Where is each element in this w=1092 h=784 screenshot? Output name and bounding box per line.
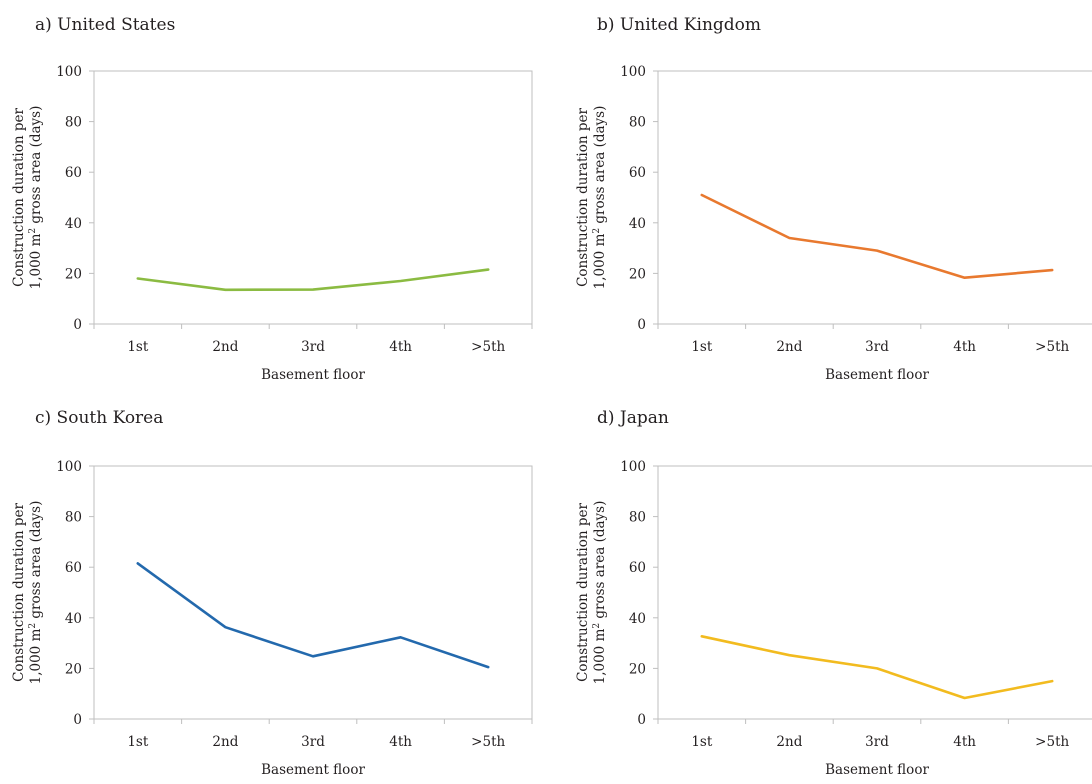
x-tick-label: >5th	[1035, 734, 1069, 750]
y-tick-label: 40	[65, 216, 82, 232]
y-tick-label: 40	[629, 216, 646, 232]
y-axis-label-line2: 1,000 m2 gross area (days)	[592, 501, 608, 685]
y-axis-label-line1: Construction duration per	[575, 108, 591, 287]
plot-area	[658, 71, 1092, 324]
y-axis-label-text: 1,000 m	[592, 233, 608, 289]
y-axis-label-text: 1,000 m	[592, 628, 608, 684]
y-tick-label: 100	[56, 64, 82, 80]
y-axis-label-line2: 1,000 m2 gross area (days)	[28, 106, 44, 290]
x-tick-label: 1st	[127, 339, 149, 355]
y-tick-label: 60	[65, 165, 82, 181]
y-tick-label: 80	[65, 115, 82, 131]
x-tick-label: 2nd	[776, 339, 802, 355]
y-tick-label: 0	[73, 712, 82, 728]
y-tick-label: 80	[629, 115, 646, 131]
x-tick-label: 1st	[127, 734, 149, 750]
y-tick-label: 100	[56, 459, 82, 475]
x-tick-label: 3rd	[301, 734, 325, 750]
x-tick-label: 3rd	[865, 734, 889, 750]
y-tick-label: 0	[73, 317, 82, 333]
series-line	[702, 195, 1052, 278]
y-axis-label-text: gross area (days)	[592, 501, 608, 623]
y-tick-label: 40	[65, 611, 82, 627]
x-tick-label: 4th	[953, 734, 976, 750]
plot-area	[94, 71, 532, 324]
y-tick-label: 20	[629, 661, 646, 677]
y-tick-label: 40	[629, 611, 646, 627]
x-tick-label: >5th	[471, 339, 505, 355]
x-tick-label: 4th	[389, 339, 412, 355]
x-tick-label: 3rd	[865, 339, 889, 355]
y-axis-label-text: gross area (days)	[28, 501, 44, 623]
x-tick-label: 2nd	[776, 734, 802, 750]
x-tick-label: 2nd	[212, 339, 238, 355]
y-tick-label: 20	[629, 266, 646, 282]
x-tick-label: 1st	[691, 734, 713, 750]
y-axis-label-text: gross area (days)	[28, 106, 44, 228]
y-axis-label-text: 1,000 m	[28, 628, 44, 684]
chart-svg: 0 20 40 60 80 100 1st 2nd 3rd 4th >5th Basement flo…	[0, 0, 546, 389]
x-axis-label: Basement floor	[261, 762, 365, 778]
y-tick-label: 20	[65, 661, 82, 677]
y-tick-label: 60	[65, 560, 82, 576]
series-line	[702, 636, 1052, 698]
y-axis-label-line2: 1,000 m2 gross area (days)	[28, 501, 44, 685]
x-axis-label: Basement floor	[825, 367, 929, 383]
x-tick-label: 4th	[389, 734, 412, 750]
y-tick-label: 100	[620, 64, 646, 80]
y-tick-label: 60	[629, 560, 646, 576]
y-axis-label-line1: Construction duration per	[11, 108, 27, 287]
y-axis-label-line1: Construction duration per	[11, 503, 27, 682]
chart-svg: 0 20 40 60 80 100 1st 2nd 3rd 4th >5th Basement flo…	[0, 395, 546, 784]
y-tick-label: 20	[65, 266, 82, 282]
y-tick-label: 60	[629, 165, 646, 181]
y-tick-label: 100	[620, 459, 646, 475]
y-tick-label: 80	[629, 510, 646, 526]
chart-svg: 0 20 40 60 80 100 1st 2nd 3rd 4th >5th Basement flo…	[564, 0, 1092, 389]
y-axis-label-text: gross area (days)	[592, 106, 608, 228]
x-axis-label: Basement floor	[825, 762, 929, 778]
y-axis-label-line2: 1,000 m2 gross area (days)	[592, 106, 608, 290]
y-tick-label: 0	[637, 317, 646, 333]
y-tick-label: 0	[637, 712, 646, 728]
series-line	[138, 563, 488, 667]
x-axis-label: Basement floor	[261, 367, 365, 383]
x-tick-label: 1st	[691, 339, 713, 355]
x-tick-label: 2nd	[212, 734, 238, 750]
y-axis-label-line1: Construction duration per	[575, 503, 591, 682]
x-tick-label: 4th	[953, 339, 976, 355]
plot-area	[658, 466, 1092, 719]
x-tick-label: >5th	[1035, 339, 1069, 355]
chart-svg: 0 20 40 60 80 100 1st 2nd 3rd 4th >5th Basement flo…	[564, 395, 1092, 784]
plot-area	[94, 466, 532, 719]
x-tick-label: 3rd	[301, 339, 325, 355]
y-axis-label-text: 1,000 m	[28, 233, 44, 289]
y-tick-label: 80	[65, 510, 82, 526]
x-tick-label: >5th	[471, 734, 505, 750]
series-line	[138, 270, 488, 290]
